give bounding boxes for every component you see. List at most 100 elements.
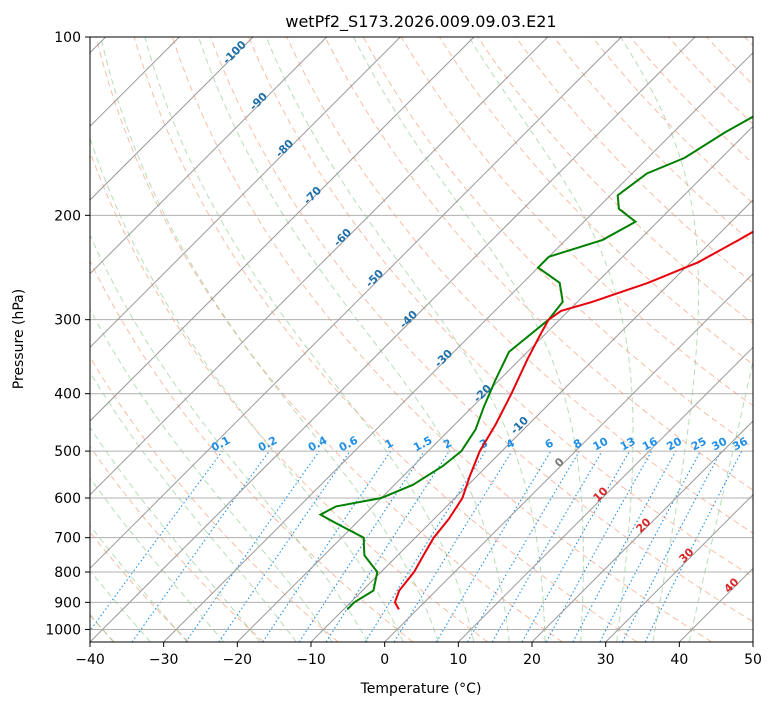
y-tick-label: 700 bbox=[54, 531, 81, 547]
isotherm-line bbox=[605, 493, 753, 642]
isotherm-line bbox=[90, 37, 549, 496]
mixing-ratio-line bbox=[521, 450, 630, 642]
isotherm-label: -90 bbox=[247, 90, 270, 113]
moist-adiabat-line bbox=[353, 37, 584, 642]
mixing-ratio-line bbox=[644, 450, 743, 642]
y-tick-label: 800 bbox=[54, 565, 81, 581]
isotherm-line bbox=[384, 272, 753, 642]
mixing-ratio-line bbox=[185, 450, 320, 642]
moist-adiabat-line bbox=[468, 37, 634, 642]
x-tick-label: 0 bbox=[380, 652, 389, 668]
mixing-ratio-label: 2 bbox=[441, 436, 454, 451]
dry-adiabat-line bbox=[286, 37, 753, 534]
isotherm-label: -100 bbox=[220, 38, 249, 67]
moist-adiabats bbox=[90, 37, 753, 642]
moist-adiabat-line bbox=[90, 524, 188, 642]
x-tick-label: 30 bbox=[597, 652, 615, 668]
temperature-series-line bbox=[393, 230, 753, 610]
mixing-ratio-label: 25 bbox=[689, 435, 709, 454]
isotherm-label: -60 bbox=[331, 226, 354, 249]
x-tick-label: 50 bbox=[744, 652, 762, 668]
moist-adiabat-line bbox=[90, 136, 404, 642]
dry-adiabat-line bbox=[171, 37, 712, 642]
mixing-ratio-lines bbox=[90, 450, 743, 642]
dry-adiabat-line bbox=[210, 37, 753, 623]
plot-frame bbox=[89, 36, 754, 643]
moist-adiabat-line bbox=[90, 477, 225, 642]
isotherms bbox=[90, 37, 753, 642]
mixing-ratio-line bbox=[218, 450, 351, 642]
mixing-ratio-line bbox=[131, 450, 270, 642]
dry-adiabat-line bbox=[248, 37, 753, 578]
mixing-ratio-line bbox=[262, 450, 392, 642]
dry-adiabats bbox=[90, 37, 753, 642]
mixing-ratio-line bbox=[90, 450, 223, 632]
theta-label: 30 bbox=[677, 545, 697, 565]
isotherm-line bbox=[678, 567, 753, 642]
dry-adiabat-line bbox=[90, 531, 190, 642]
moist-adiabat-line bbox=[100, 37, 439, 642]
x-axis-ticks: −40 −30 −20 −10 0 10 20 30 40 50 bbox=[75, 642, 762, 668]
isotherm-line bbox=[90, 37, 622, 570]
dry-adiabat-line bbox=[744, 37, 753, 47]
dewpoint-series-line bbox=[318, 115, 753, 611]
y-tick-label: 300 bbox=[54, 313, 81, 329]
y-tick-label: 900 bbox=[54, 595, 81, 611]
mixing-ratio-label: 10 bbox=[591, 435, 611, 454]
moist-adiabat-line bbox=[265, 37, 546, 642]
line-labels: 0.1 0.2 0.4 0.6 1 1.5 2 3 4 6 8 10 13 16 20 25 30 36-100-… bbox=[209, 38, 750, 596]
mixing-ratio-line bbox=[325, 450, 450, 642]
isotherm-label: -40 bbox=[397, 308, 420, 331]
isotherm-label: -80 bbox=[273, 137, 296, 160]
mixing-ratio-line bbox=[572, 450, 677, 642]
moist-adiabat-line bbox=[90, 308, 333, 642]
mixing-ratio-label: 6 bbox=[543, 436, 556, 451]
y-axis-ticks: 100 200 300 400 500 600 700 800 900 1000 bbox=[45, 30, 90, 638]
isotherm-line bbox=[163, 51, 753, 642]
isotherm-line bbox=[90, 37, 401, 349]
theta-label: 20 bbox=[634, 515, 654, 535]
x-tick-label: 20 bbox=[523, 652, 541, 668]
mixing-ratio-label: 36 bbox=[730, 435, 750, 454]
mixing-ratio-line bbox=[435, 450, 552, 642]
y-tick-label: 500 bbox=[54, 444, 81, 460]
isotherm-label: -70 bbox=[301, 184, 324, 207]
x-tick-label: −20 bbox=[223, 652, 253, 668]
isotherm-label: -50 bbox=[363, 267, 386, 290]
dry-adiabat-line bbox=[515, 37, 753, 284]
isotherm-line bbox=[236, 125, 753, 642]
dry-adiabat-line bbox=[553, 37, 753, 244]
dry-adiabat-line bbox=[324, 37, 753, 491]
y-tick-label: 100 bbox=[54, 30, 81, 46]
x-tick-label: −40 bbox=[75, 652, 105, 668]
isotherm-line bbox=[90, 37, 254, 201]
dry-adiabat-line bbox=[90, 259, 414, 642]
moist-adiabat-line bbox=[90, 371, 297, 642]
dry-adiabat-line bbox=[95, 37, 563, 642]
mixing-ratio-line bbox=[298, 450, 425, 642]
y-tick-label: 400 bbox=[54, 387, 81, 403]
x-axis-label: Temperature (°C) bbox=[360, 681, 482, 697]
pressure-gridlines bbox=[90, 37, 753, 630]
moist-adiabat-line bbox=[90, 233, 369, 642]
isotherm-label: -30 bbox=[432, 347, 455, 370]
theta-label: 10 bbox=[591, 484, 611, 504]
x-tick-label: 40 bbox=[670, 652, 688, 668]
isotherm-label: -20 bbox=[471, 382, 494, 405]
moist-adiabat-line bbox=[198, 37, 510, 642]
isotherm-line bbox=[90, 37, 328, 275]
plot-area: 0.1 0.2 0.4 0.6 1 1.5 2 3 4 6 8 10 13 16 20 25 30 36-100-… bbox=[90, 37, 753, 642]
mixing-ratio-label: 4 bbox=[504, 436, 517, 451]
mixing-ratio-line bbox=[393, 450, 513, 642]
dry-adiabat-line bbox=[90, 356, 339, 642]
x-tick-label: −10 bbox=[296, 652, 326, 668]
moist-adiabat-line bbox=[90, 426, 261, 642]
isotherm-line bbox=[90, 37, 696, 642]
isotherm-line bbox=[531, 420, 753, 642]
mixing-ratio-line bbox=[364, 450, 486, 642]
y-tick-label: 600 bbox=[54, 491, 81, 507]
moist-adiabat-line bbox=[688, 358, 753, 642]
isotherm-line bbox=[457, 346, 753, 642]
mixing-ratio-label: 20 bbox=[664, 435, 684, 454]
